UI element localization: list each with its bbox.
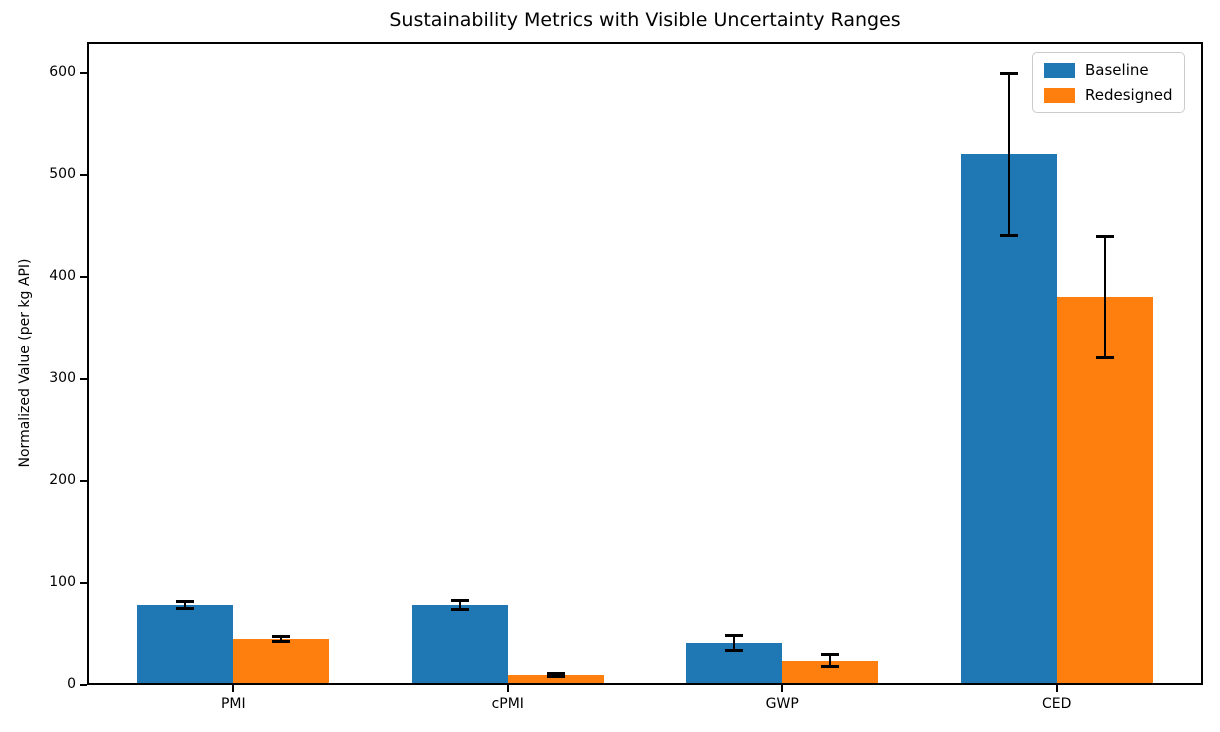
y-tick-mark [80, 479, 87, 482]
y-tick-label: 0 [67, 676, 76, 692]
y-tick-label: 300 [49, 369, 76, 386]
y-tick-label: 400 [49, 267, 76, 284]
y-tick-label: 600 [49, 63, 76, 80]
error-bar-cap-top [176, 600, 195, 604]
y-tick-mark [80, 71, 87, 74]
error-bar-cap-bottom [272, 640, 291, 644]
error-bar-line [554, 672, 557, 677]
y-tick-mark [80, 173, 87, 176]
error-bar-line [184, 601, 187, 610]
error-bar-cap-bottom [1095, 356, 1114, 360]
legend-label-redesigned: Redesigned [1085, 86, 1173, 104]
bar-baseline-ced [960, 154, 1057, 685]
error-bar-cap-bottom [725, 649, 744, 653]
x-tick-label: GWP [765, 696, 799, 712]
error-bar-cap-top [999, 71, 1018, 75]
x-tick-mark [1055, 685, 1058, 692]
legend: Baseline Redesigned [1032, 52, 1185, 113]
x-tick-label: cPMI [491, 696, 524, 712]
y-tick-label: 500 [49, 165, 76, 182]
x-tick-mark [506, 685, 509, 692]
error-bar-cap-bottom [821, 664, 840, 668]
y-tick-label: 200 [49, 471, 76, 488]
error-bar-line [829, 654, 832, 667]
y-axis-label: Normalized Value (per kg API) [17, 258, 33, 468]
error-bar-cap-top [725, 633, 744, 637]
y-tick-mark [80, 377, 87, 380]
bar-baseline-cpmi [411, 605, 508, 685]
x-tick-label: PMI [220, 696, 246, 712]
error-bar-line [1103, 235, 1106, 359]
error-bar-cap-top [821, 653, 840, 657]
y-tick-mark [80, 275, 87, 278]
bar-baseline-pmi [137, 605, 234, 685]
chart-title: Sustainability Metrics with Visible Unce… [389, 9, 901, 31]
x-tick-mark [232, 685, 235, 692]
error-bar-cap-top [450, 599, 469, 603]
error-bar-line [458, 600, 461, 611]
y-tick-label: 100 [49, 573, 76, 590]
legend-label-baseline: Baseline [1085, 61, 1149, 79]
x-tick-mark [781, 685, 784, 692]
legend-swatch-redesigned [1044, 87, 1075, 103]
y-tick-mark [80, 581, 87, 584]
legend-item-baseline: Baseline [1044, 61, 1173, 79]
x-tick-label: CED [1042, 696, 1072, 712]
error-bar-cap-bottom [999, 233, 1018, 237]
error-bar-line [1007, 72, 1010, 236]
bar-redesigned-ced [1056, 297, 1153, 685]
error-bar-line [280, 636, 283, 643]
legend-item-redesigned: Redesigned [1044, 86, 1173, 104]
bar-redesigned-pmi [233, 639, 330, 685]
error-bar-cap-top [272, 635, 291, 638]
error-bar-cap-bottom [546, 674, 565, 678]
bar-redesigned-cpmi [507, 674, 604, 685]
error-bar-cap-bottom [176, 607, 195, 611]
error-bar-cap-bottom [450, 608, 469, 612]
error-bar-line [733, 634, 736, 652]
error-bar-cap-top [1095, 234, 1114, 238]
legend-swatch-baseline [1044, 62, 1075, 78]
y-tick-mark [80, 684, 87, 686]
error-bar-cap-top [546, 671, 565, 675]
